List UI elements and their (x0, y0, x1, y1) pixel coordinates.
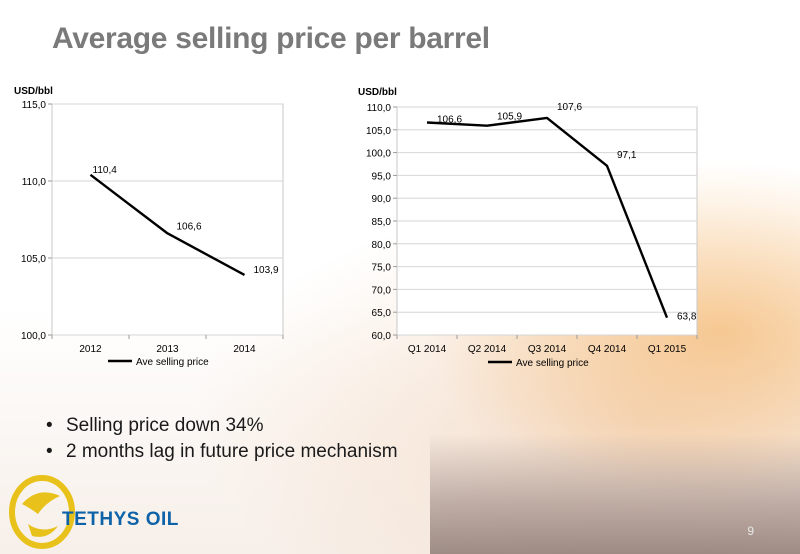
slide-title: Average selling price per barrel (52, 22, 490, 55)
x-tick-label: 2013 (156, 344, 179, 355)
data-label: 63,8 (677, 312, 697, 323)
x-tick-label: Q4 2014 (588, 344, 627, 355)
y-tick-label: 60,0 (372, 331, 392, 342)
y-tick-label: 85,0 (372, 217, 392, 228)
y-tick-label: 80,0 (372, 240, 392, 251)
y-tick-label: 105,0 (366, 126, 391, 137)
y-tick-label: 115,0 (22, 100, 47, 111)
x-tick-label: 2012 (79, 344, 102, 355)
y-tick-label: 90,0 (372, 194, 392, 205)
y-tick-label: 75,0 (372, 263, 392, 274)
y-tick-label: 110,0 (367, 103, 392, 114)
x-tick-label: Q3 2014 (528, 344, 567, 355)
x-tick-label: 2014 (233, 344, 256, 355)
chart-svg: 100,0 105,0 110,0 115,0 2012 2013 2014 USD/bbl 1… (14, 86, 284, 368)
bullet-list: Selling price down 34% 2 months lag in f… (42, 413, 398, 465)
data-label: 105,9 (497, 112, 522, 123)
page-number: 9 (747, 524, 754, 538)
logo-text: TETHYS OIL (62, 509, 179, 530)
bullet-item: Selling price down 34% (42, 413, 398, 439)
y-tick-label: 110,0 (22, 177, 47, 188)
y-tick-label: 65,0 (372, 308, 392, 319)
data-label: 106,6 (177, 221, 202, 232)
y-axis-label: USD/bbl (14, 86, 53, 97)
plot-area (51, 103, 284, 336)
y-tick-label: 105,0 (21, 254, 46, 265)
data-label: 97,1 (617, 150, 637, 161)
y-tick-label: 70,0 (372, 285, 392, 296)
x-tick-label: Q2 2014 (468, 344, 507, 355)
tethys-oil-logo (9, 475, 75, 549)
quarterly-price-chart: 60,0 65,0 70,0 75,0 80,0 85,0 90,0 95,0 100,0 105… (345, 80, 705, 380)
y-axis-label: USD/bbl (358, 87, 397, 98)
data-label: 107,6 (557, 102, 582, 113)
chart-svg: 60,0 65,0 70,0 75,0 80,0 85,0 90,0 95,0 100,0 105… (358, 87, 698, 369)
legend-label: Ave selling price (136, 357, 209, 368)
y-tick-label: 100,0 (366, 149, 391, 160)
data-label: 106,6 (437, 115, 462, 126)
x-tick-label: Q1 2015 (648, 344, 687, 355)
x-tick-label: Q1 2014 (408, 344, 447, 355)
legend-label: Ave selling price (516, 358, 589, 369)
oil-field-background-image (430, 434, 800, 554)
y-tick-label: 95,0 (372, 171, 392, 182)
data-label: 110,4 (93, 165, 118, 176)
data-label: 103,9 (254, 265, 279, 276)
y-tick-label: 100,0 (21, 331, 46, 342)
annual-price-chart: 100,0 105,0 110,0 115,0 2012 2013 2014 USD/bbl 1… (0, 80, 290, 380)
bullet-item: 2 months lag in future price mechanism (42, 439, 398, 465)
